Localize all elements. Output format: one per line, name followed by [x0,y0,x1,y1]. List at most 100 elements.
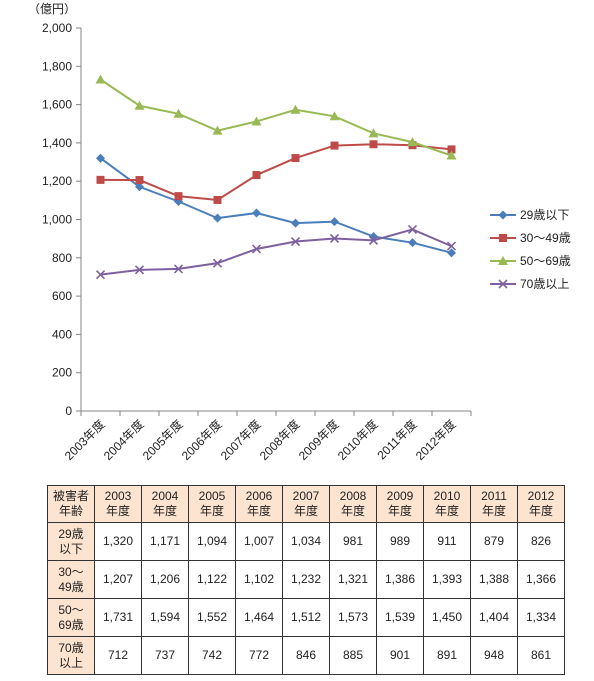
table-cell: 712 [94,636,142,675]
data-point [213,195,222,204]
table-cell: 879 [470,522,518,561]
table-cell: 1,393 [423,560,471,599]
data-point [96,175,105,184]
table-cell: 1,366 [517,560,565,599]
series-line [99,157,452,254]
data-point [447,145,456,154]
table-column-header: 2008 年度 [329,485,377,523]
data-point [369,140,378,149]
table-row: 30～ 49歳 1,207 1,206 1,122 1,102 1,232 1,321 1,38… [47,560,565,599]
y-tick-label: 1,800 [42,59,72,73]
table-cell: 989 [376,522,424,561]
data-point [213,213,222,223]
axes [76,27,472,416]
legend-label: 50～69歳 [520,254,571,268]
legend: 29歳以下 30～49歳 50～69歳 70歳以上 [490,208,571,291]
y-tick-label: 1,000 [42,213,72,227]
data-point [446,150,457,160]
series-line [100,228,452,276]
table-cell: 981 [329,522,377,561]
y-tick-label: 1,400 [42,136,72,150]
table-header-row: 被害者 年齢 2003 年度 2004 年度 2005 年度 2006 年度 2007 年度 2008 年… [47,485,565,523]
table-row: 70歳 以上 712 737 742 772 846 885 901 891 948 861 [47,636,565,675]
table-cell: 1,464 [235,598,283,637]
table-cell: 861 [517,636,565,675]
y-tick-label: 2,000 [42,21,72,35]
data-point [173,264,184,274]
data-point [173,108,184,118]
x-tick-labels: 2003年度2004年度2005年度2006年度2007年度2008年度2009… [61,417,458,463]
data-point [96,153,105,163]
table-cell: 1,450 [423,598,471,637]
data-point [212,125,223,135]
table-cell: 911 [423,522,471,561]
table-cell: 948 [470,636,518,675]
table-corner-header: 被害者 年齢 [47,485,95,523]
table-column-header: 2011 年度 [470,485,518,523]
table-column-header: 2005 年度 [188,485,236,523]
data-point [368,128,379,138]
table-cell: 1,386 [376,560,424,599]
data-point [407,224,418,235]
table-cell: 1,321 [329,560,377,599]
data-point [251,244,262,254]
table-cell: 1,007 [235,522,283,561]
table-cell: 1,552 [188,598,236,637]
table-cell: 1,171 [141,522,189,561]
table-cell: 1,102 [235,560,283,599]
data-point [134,100,145,110]
table-row-header: 70歳 以上 [47,636,95,675]
x-tick-label: 2009年度 [295,417,341,463]
table-cell: 1,034 [282,522,330,561]
x-tick-label: 2004年度 [100,417,146,463]
table-column-header: 2003 年度 [94,485,142,523]
y-tick-label: 1,200 [42,174,72,188]
data-point [447,248,456,258]
x-tick-label: 2010年度 [334,417,380,463]
y-axis-unit-label: （億円） [28,2,76,16]
table-cell: 1,594 [141,598,189,637]
table-cell: 1,122 [188,560,236,599]
y-tick-label: 200 [52,366,72,380]
data-point [212,258,223,268]
data-point [290,236,301,247]
table-cell: 885 [329,636,377,675]
legend-item: 29歳以下 [490,208,569,222]
data-point [291,154,300,163]
data-point [252,208,261,218]
data-point [135,176,144,185]
table-cell: 1,539 [376,598,424,637]
data-point [290,104,301,114]
table-column-header: 2007 年度 [282,485,330,523]
x-tick-label: 2008年度 [256,417,302,463]
legend-item: 50～69歳 [490,254,571,268]
table-cell: 1,232 [282,560,330,599]
data-point [330,217,339,227]
data-point [446,241,457,251]
series-line [99,78,452,157]
data-point [329,233,340,244]
data-point [330,141,339,150]
data-point [291,218,300,228]
table-row: 50～ 69歳 1,731 1,594 1,552 1,464 1,512 1,573 1,53… [47,598,565,637]
data-point [174,192,183,201]
table-cell: 901 [376,636,424,675]
data-point [252,171,261,180]
y-tick-labels: 0 200 400 600 800 1,000 1,200 1,400 1,600 1,800 2,… [42,21,72,418]
table-column-header: 2006 年度 [235,485,283,523]
series-line [100,143,452,201]
table-column-header: 2012 年度 [517,485,565,523]
table-column-header: 2010 年度 [423,485,471,523]
x-tick-label: 2006年度 [178,417,224,463]
table-cell: 1,206 [141,560,189,599]
data-point [95,270,106,280]
legend-item: 70歳以上 [490,277,569,291]
data-point [408,238,417,248]
y-tick-label: 800 [52,251,72,265]
legend-label: 70歳以上 [520,277,569,291]
table-cell: 772 [235,636,283,675]
y-tick-label: 0 [65,404,72,418]
series-diamond [96,153,456,258]
data-point [134,265,145,275]
table-cell: 1,512 [282,598,330,637]
